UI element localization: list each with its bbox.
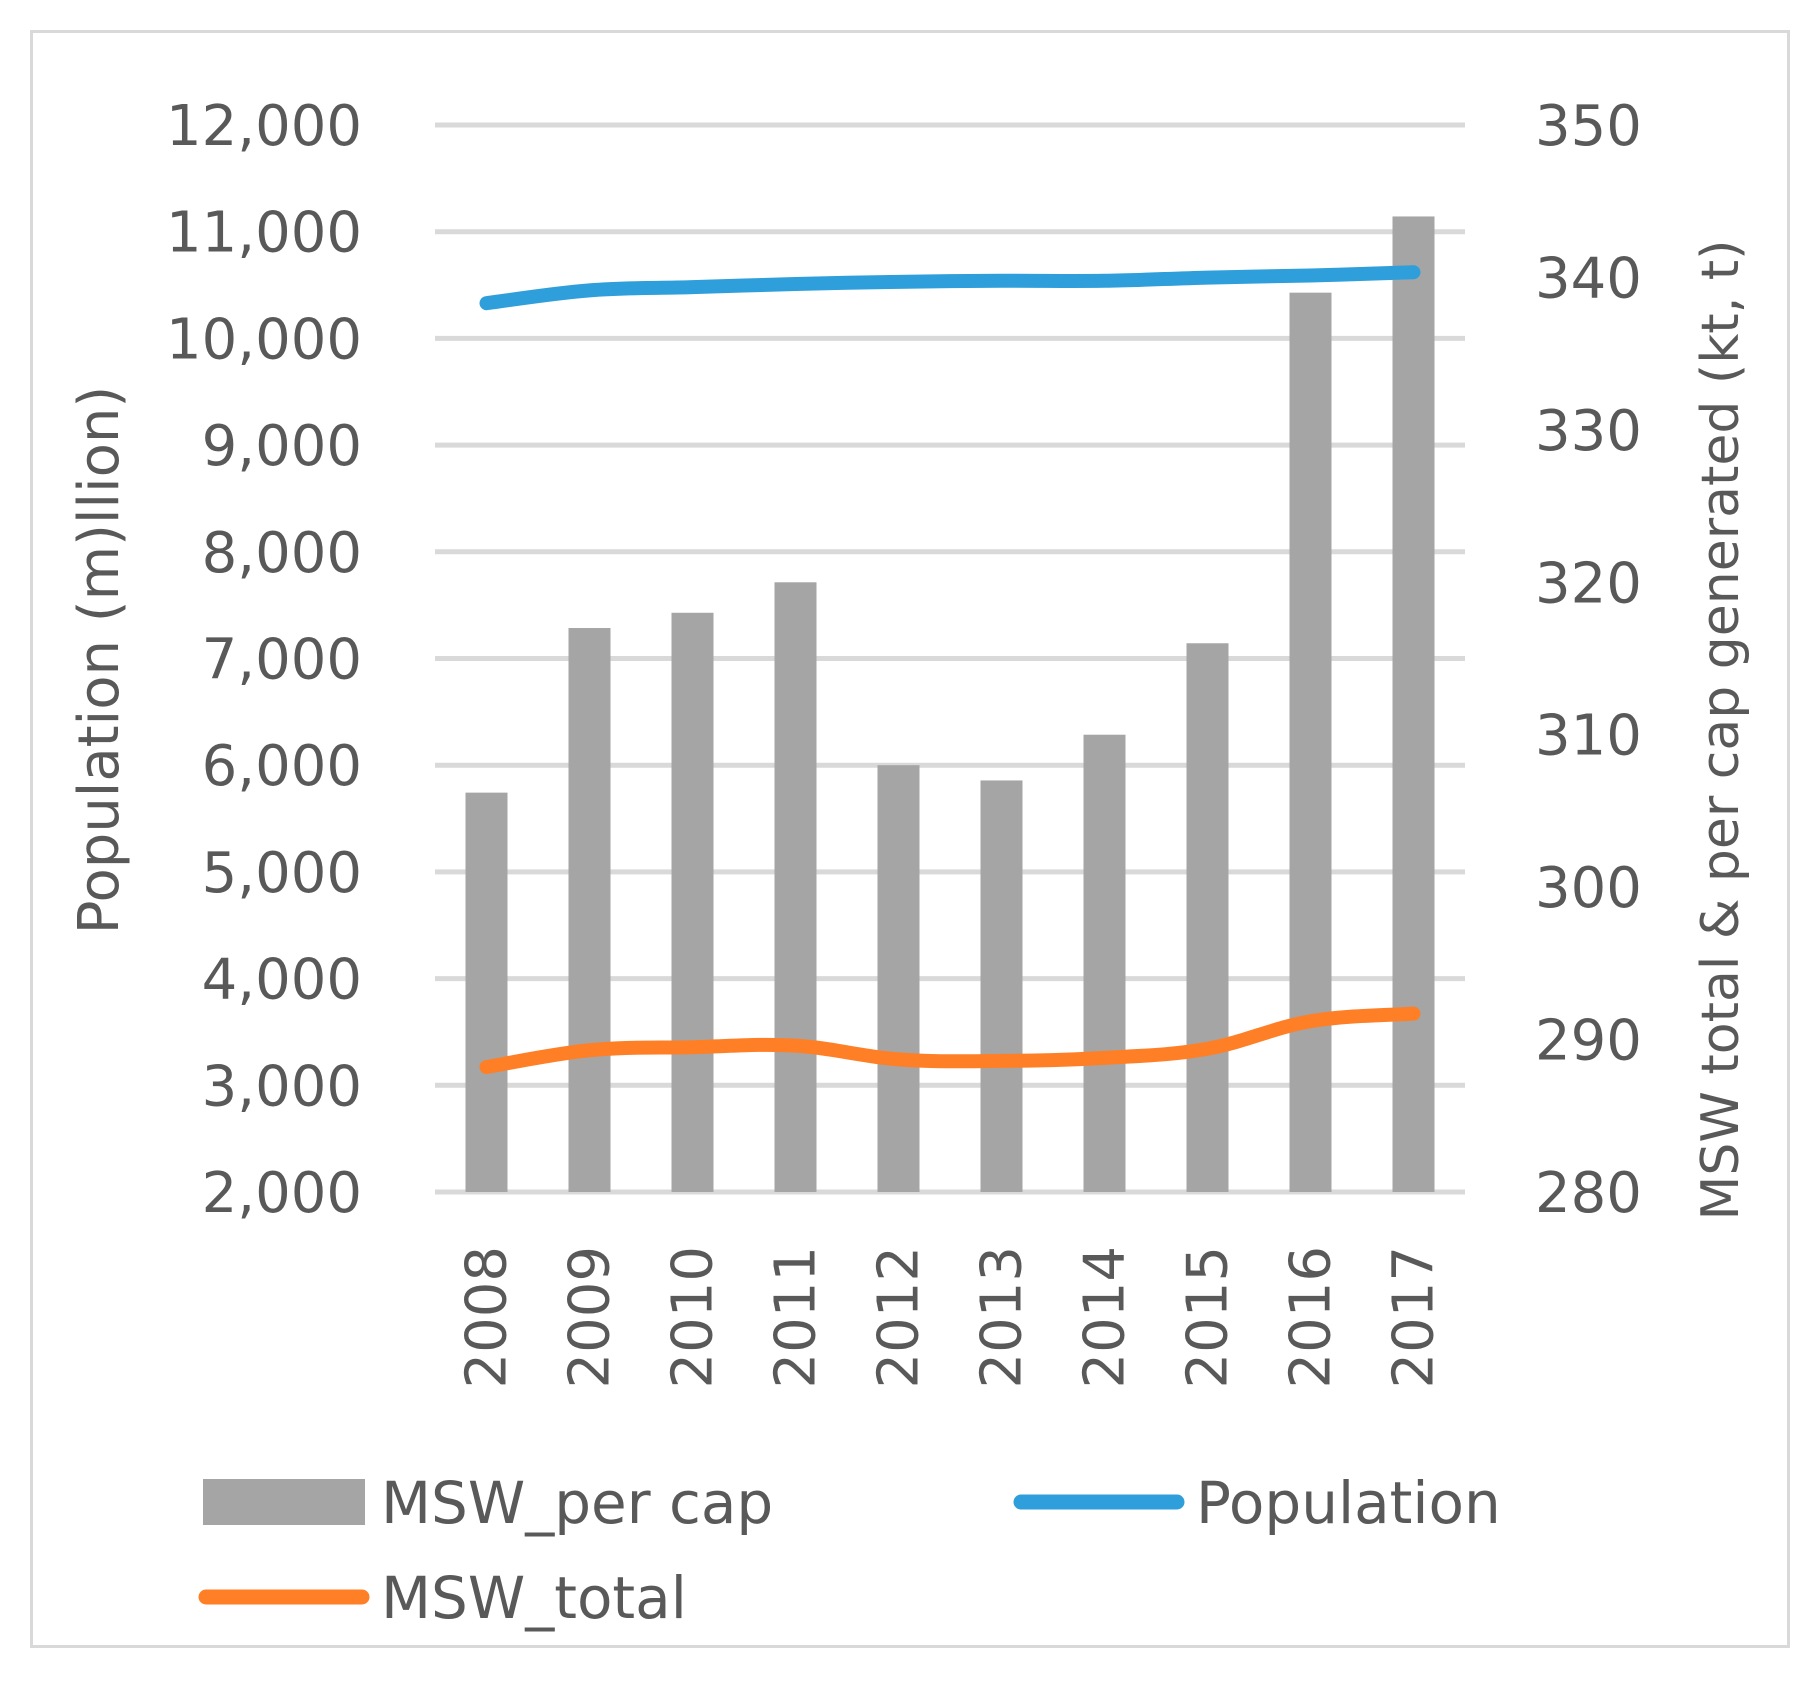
x-tick-label: 2016 <box>1279 1246 1344 1389</box>
x-tick-label: 2009 <box>558 1246 623 1389</box>
bar-msw-per-cap <box>877 765 920 1192</box>
bar-msw-per-cap <box>980 780 1023 1192</box>
x-axis-ticks: 2008 2009 2010 2011 2012 2013 2014 2015 2016 2017 <box>455 1246 1447 1389</box>
legend-swatch-bar <box>203 1479 365 1525</box>
line-msw-total <box>479 1006 1421 1075</box>
x-tick-label: 2014 <box>1073 1246 1138 1389</box>
left-tick-label: 9,000 <box>202 414 362 479</box>
right-tick-label: 310 <box>1535 704 1642 769</box>
left-tick-label: 2,000 <box>202 1161 362 1226</box>
left-axis-label: Population (m)llion) <box>67 386 132 935</box>
right-axis-label: MSW total & per cap generated (kt, t) <box>1691 240 1751 1221</box>
right-tick-label: 320 <box>1535 551 1642 616</box>
bar-msw-per-cap <box>465 792 508 1192</box>
right-tick-label: 280 <box>1535 1161 1642 1226</box>
left-tick-label: 3,000 <box>202 1054 362 1119</box>
left-tick-label: 5,000 <box>202 841 362 906</box>
right-tick-label: 290 <box>1535 1009 1642 1074</box>
bar-msw-per-cap <box>568 628 611 1192</box>
left-tick-label: 7,000 <box>202 628 362 693</box>
bar-msw-per-cap <box>1289 292 1332 1193</box>
bar-series <box>465 216 1435 1193</box>
bar-msw-per-cap <box>1083 734 1126 1192</box>
bar-msw-per-cap <box>1392 216 1435 1192</box>
left-tick-label: 10,000 <box>166 307 362 372</box>
legend: MSW_per cap Population MSW_total <box>198 1469 1501 1632</box>
left-tick-label: 6,000 <box>202 734 362 799</box>
left-tick-label: 4,000 <box>202 948 362 1013</box>
x-tick-label: 2017 <box>1382 1246 1447 1389</box>
right-tick-label: 350 <box>1535 94 1642 159</box>
left-axis-ticks: 2,000 3,000 4,000 5,000 6,000 7,000 8,000 9,000… <box>166 94 362 1226</box>
right-tick-label: 340 <box>1535 246 1642 311</box>
line-series <box>479 265 1421 1075</box>
left-tick-label: 8,000 <box>202 521 362 586</box>
right-axis-ticks: 280 290 300 310 320 330 340 350 <box>1535 94 1642 1226</box>
left-tick-label: 11,000 <box>166 201 362 266</box>
right-tick-label: 300 <box>1535 856 1642 921</box>
x-tick-label: 2011 <box>764 1246 829 1389</box>
legend-label: MSW_total <box>381 1564 687 1632</box>
bar-msw-per-cap <box>774 582 817 1192</box>
x-tick-label: 2015 <box>1176 1246 1241 1389</box>
right-tick-label: 330 <box>1535 399 1642 464</box>
line-population <box>479 265 1421 311</box>
x-tick-label: 2008 <box>455 1246 520 1389</box>
x-tick-label: 2013 <box>970 1246 1035 1389</box>
legend-label: MSW_per cap <box>381 1469 773 1537</box>
left-tick-label: 12,000 <box>166 94 362 159</box>
x-tick-label: 2010 <box>661 1246 726 1389</box>
x-tick-label: 2012 <box>867 1246 932 1389</box>
bar-msw-per-cap <box>671 612 714 1192</box>
bar-msw-per-cap <box>1186 643 1229 1192</box>
legend-label: Population <box>1196 1469 1501 1537</box>
